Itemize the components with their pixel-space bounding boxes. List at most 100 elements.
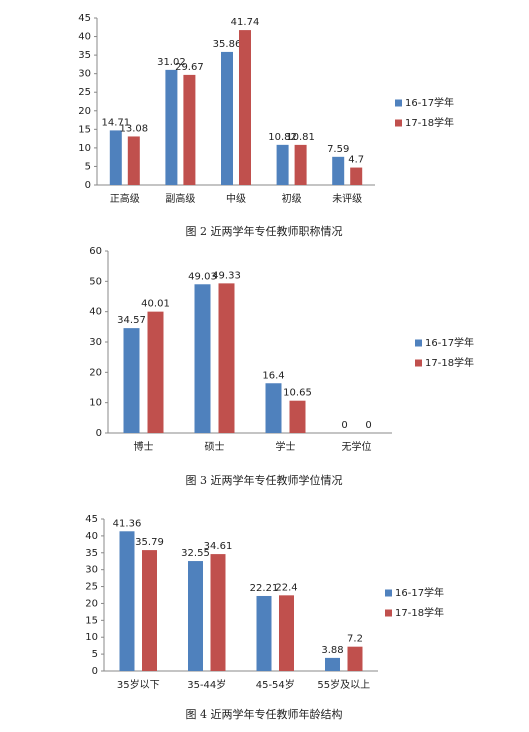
y-tick-label: 25	[85, 582, 98, 593]
data-label: 3.88	[321, 645, 343, 656]
x-tick-label: 35岁以下	[117, 678, 160, 691]
y-tick-label: 60	[89, 246, 102, 257]
bar	[239, 30, 251, 186]
y-tick-label: 30	[78, 69, 91, 80]
legend-swatch	[385, 589, 392, 597]
data-label: 35.79	[135, 537, 164, 548]
data-label: 7.59	[327, 144, 349, 155]
y-tick-label: 0	[92, 666, 98, 677]
bar	[147, 311, 164, 433]
data-label: 41.36	[113, 518, 142, 529]
x-tick-label: 35-44岁	[187, 678, 226, 691]
x-tick-label: 中级	[226, 192, 246, 205]
data-label: 49.03	[188, 271, 217, 282]
bar	[123, 328, 140, 433]
legend-label: 16-17学年	[395, 586, 444, 599]
y-tick-label: 35	[85, 548, 98, 559]
bar	[350, 167, 363, 185]
data-label: 7.2	[347, 634, 363, 645]
data-label: 16.4	[262, 370, 284, 381]
y-tick-label: 0	[96, 428, 102, 439]
legend-swatch	[395, 99, 402, 107]
data-label: 10.65	[283, 388, 312, 399]
bar	[165, 69, 178, 185]
data-label: 31.02	[157, 57, 186, 68]
x-tick-label: 正高级	[110, 192, 140, 205]
data-label: 34.61	[204, 541, 233, 552]
y-tick-label: 10	[89, 398, 102, 409]
y-tick-label: 20	[78, 106, 91, 117]
y-tick-label: 30	[85, 565, 98, 576]
bar	[265, 383, 282, 433]
y-tick-label: 45	[78, 13, 91, 24]
y-tick-label: 45	[85, 514, 98, 525]
legend-label: 17-18学年	[395, 606, 444, 619]
y-tick-label: 15	[78, 124, 91, 135]
bar	[325, 657, 340, 671]
data-label: 22.21	[250, 583, 279, 594]
caption: 图 4 近两学年专任教师年龄结构	[186, 707, 343, 721]
bar	[188, 561, 203, 671]
data-label: 14.71	[101, 117, 130, 128]
legend-swatch	[415, 339, 422, 347]
bar	[289, 400, 306, 433]
bar	[276, 144, 289, 185]
data-label: 35.86	[213, 39, 242, 50]
y-tick-label: 20	[85, 598, 98, 609]
y-tick-label: 40	[85, 531, 98, 542]
data-label: 4.7	[348, 155, 364, 166]
bar	[127, 136, 140, 185]
bar	[279, 595, 294, 671]
x-tick-label: 学士	[276, 440, 296, 453]
y-tick-label: 35	[78, 50, 91, 61]
bar	[119, 531, 135, 671]
data-label: 29.67	[175, 62, 204, 73]
x-tick-label: 初级	[282, 192, 302, 205]
x-tick-label: 45-54岁	[256, 678, 295, 691]
y-tick-label: 10	[78, 143, 91, 154]
data-label: 0	[341, 420, 347, 431]
data-label: 10.82	[268, 132, 297, 143]
legend-label: 17-18学年	[405, 116, 454, 129]
caption: 图 3 近两学年专任教师学位情况	[186, 473, 343, 487]
data-label: 13.08	[119, 123, 148, 134]
data-label: 10.81	[286, 132, 315, 143]
y-tick-label: 25	[78, 87, 91, 98]
x-tick-label: 博士	[134, 440, 154, 453]
legend-label: 16-17学年	[425, 336, 474, 349]
data-label: 34.57	[117, 315, 146, 326]
bar	[294, 144, 307, 185]
bar	[221, 51, 233, 185]
x-tick-label: 55岁及以上	[317, 678, 370, 691]
y-tick-label: 50	[89, 276, 102, 287]
data-label: 22.4	[275, 582, 297, 593]
x-tick-label: 未评级	[332, 193, 362, 205]
caption: 图 2 近两学年专任教师职称情况	[186, 224, 343, 238]
bar	[218, 283, 235, 433]
y-tick-label: 10	[85, 632, 98, 643]
x-tick-label: 副高级	[165, 192, 195, 205]
bar	[332, 156, 345, 185]
x-tick-label: 无学位	[342, 440, 372, 453]
bar	[142, 550, 157, 671]
bar	[256, 595, 272, 671]
y-tick-label: 5	[92, 649, 98, 660]
bar	[210, 554, 226, 671]
x-tick-label: 硕士	[205, 440, 225, 453]
y-tick-label: 5	[85, 161, 91, 172]
data-label: 0	[365, 420, 371, 431]
data-label: 41.74	[231, 17, 260, 28]
bar	[183, 74, 196, 185]
bar	[347, 646, 363, 671]
legend-label: 16-17学年	[405, 96, 454, 109]
y-tick-label: 0	[85, 180, 91, 191]
bar	[109, 130, 122, 185]
legend-swatch	[415, 359, 422, 367]
data-label: 40.01	[141, 299, 170, 310]
y-tick-label: 15	[85, 615, 98, 626]
data-label: 32.55	[181, 548, 210, 559]
y-tick-label: 30	[89, 337, 102, 348]
y-tick-label: 40	[89, 307, 102, 318]
y-tick-label: 40	[78, 32, 91, 43]
